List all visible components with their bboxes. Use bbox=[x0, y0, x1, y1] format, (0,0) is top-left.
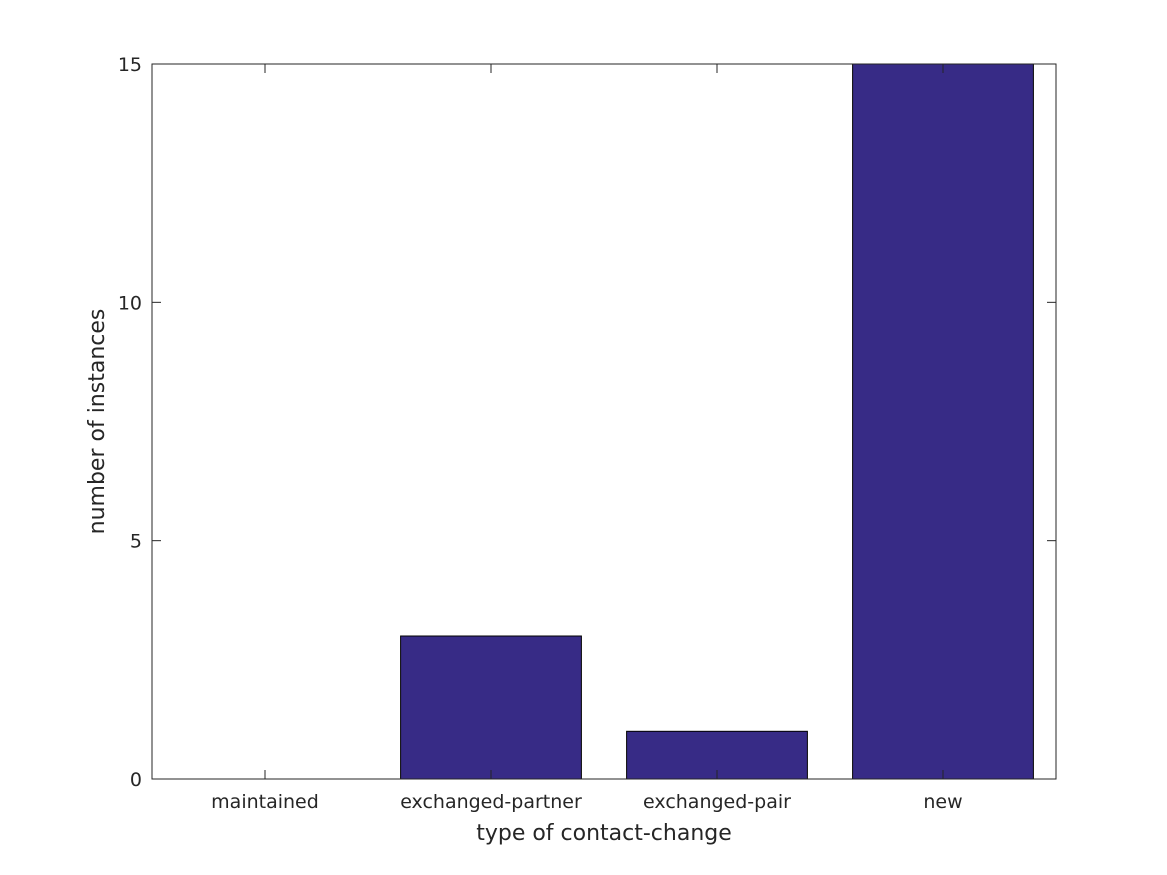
x-tick-label-new: new bbox=[923, 791, 962, 813]
x-axis-label: type of contact-change bbox=[476, 821, 732, 846]
x-tick-label-maintained: maintained bbox=[211, 791, 319, 813]
y-tick-label-10: 10 bbox=[118, 292, 142, 314]
ticks-layer bbox=[152, 63, 1056, 780]
bar-exchanged-partner bbox=[400, 635, 582, 780]
plot-frame bbox=[151, 63, 1057, 780]
y-axis-label: number of instances bbox=[85, 309, 110, 535]
x-tick-label-exchanged-partner: exchanged-partner bbox=[400, 791, 582, 813]
y-tick-label-5: 5 bbox=[130, 531, 142, 553]
tick-labels-layer: 0 5 10 15 maintained exchanged-partner exchang… bbox=[118, 54, 963, 813]
x-tick-label-exchanged-pair: exchanged-pair bbox=[643, 791, 791, 813]
y-tick-label-15: 15 bbox=[118, 54, 142, 76]
bar-new bbox=[852, 63, 1034, 780]
y-tick-label-0: 0 bbox=[130, 769, 142, 791]
bars-layer bbox=[400, 63, 1034, 780]
